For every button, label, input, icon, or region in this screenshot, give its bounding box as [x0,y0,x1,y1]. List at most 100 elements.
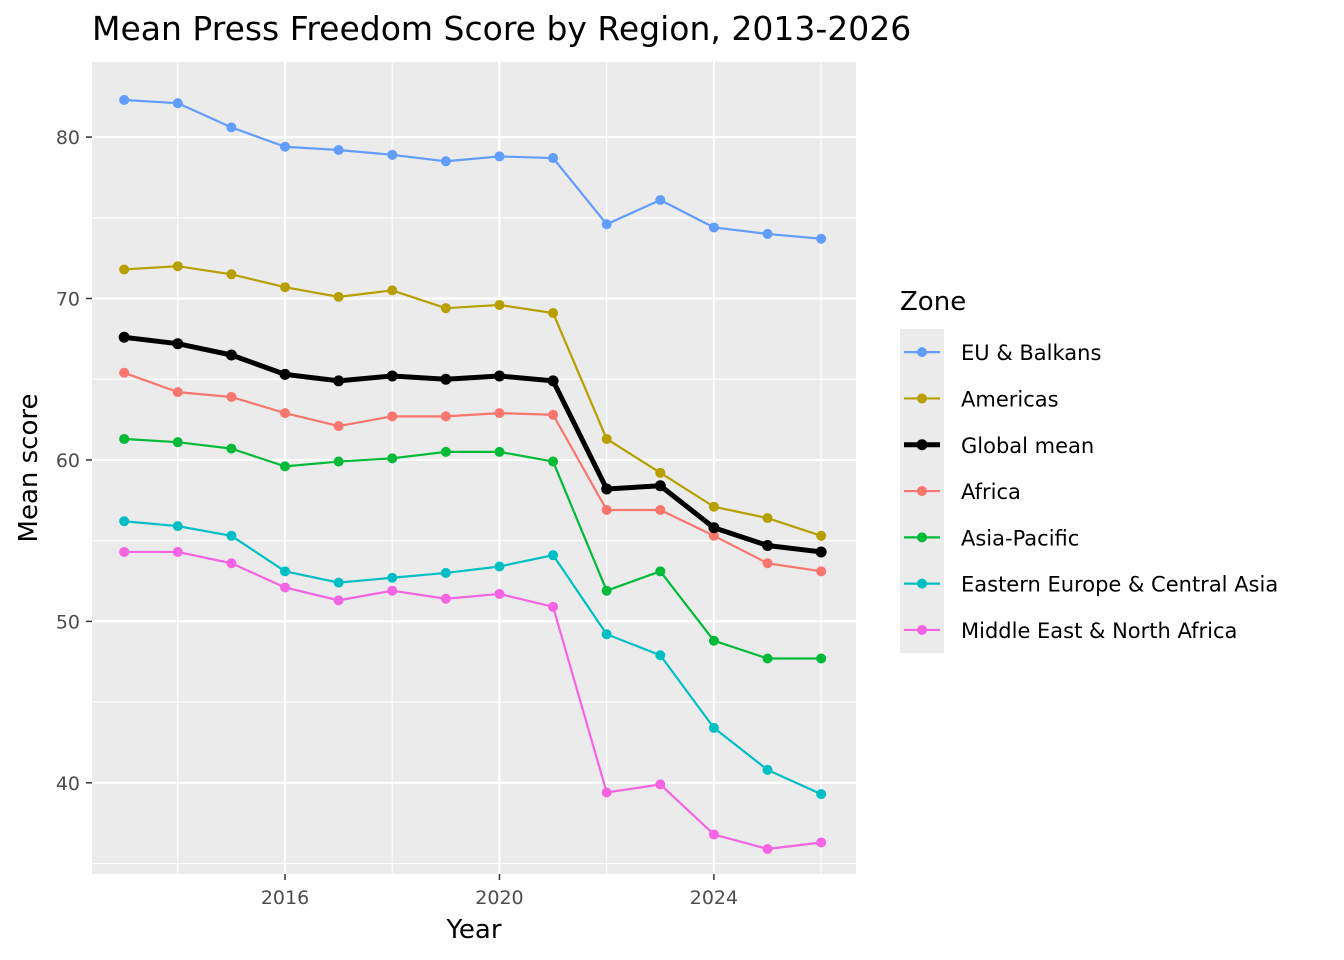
data-point-middle-east-north-africa [226,558,237,569]
data-point-africa [816,566,827,577]
data-point-eastern-europe-central-asia [548,550,559,561]
data-point-africa [387,411,398,422]
data-point-eastern-europe-central-asia [440,567,451,578]
data-point-global-mean [279,368,291,380]
y-tick-label: 50 [56,611,80,633]
data-point-eu-balkans [387,149,398,160]
legend-title: Zone [900,287,966,317]
legend-item-eu-balkans: EU & Balkans [904,341,1101,365]
data-point-americas [816,530,827,541]
y-tick-label: 70 [56,288,80,310]
data-point-global-mean [118,331,130,343]
legend-items: EU & Balkans Americas Global mean Africa Asi… [900,329,1278,654]
data-point-africa [226,391,237,402]
x-tick-label: 2020 [475,887,523,909]
series-eu-balkans [119,94,827,244]
panel-background [92,62,856,874]
data-point-middle-east-north-africa [762,843,773,854]
data-point-africa [280,408,291,419]
data-point-asia-pacific [816,653,827,664]
legend-key-point [917,578,927,589]
data-point-asia-pacific [548,456,559,467]
data-point-americas [172,261,183,272]
data-point-middle-east-north-africa [440,593,451,604]
data-point-eastern-europe-central-asia [280,566,291,577]
data-point-eastern-europe-central-asia [494,561,505,572]
data-point-asia-pacific [708,635,719,646]
data-point-americas [494,299,505,310]
data-point-asia-pacific [655,566,666,577]
data-point-asia-pacific [119,433,130,444]
series-americas [119,261,827,541]
data-point-eu-balkans [816,233,827,244]
data-point-eu-balkans [440,156,451,167]
data-point-global-mean [815,546,827,558]
data-point-eastern-europe-central-asia [816,789,827,800]
data-point-asia-pacific [601,585,612,596]
data-point-eastern-europe-central-asia [333,577,344,588]
data-point-africa [601,504,612,515]
data-point-global-mean [601,483,613,495]
legend-label: Africa [961,480,1021,504]
series-africa [119,367,827,577]
legend-label: Asia-Pacific [961,526,1079,550]
data-point-global-mean [172,338,184,350]
data-point-middle-east-north-africa [655,779,666,790]
data-point-americas [280,282,291,293]
chart-title: Mean Press Freedom Score by Region, 2013… [92,9,911,48]
data-point-asia-pacific [226,443,237,454]
data-point-americas [708,501,719,512]
data-point-americas [655,467,666,478]
x-tick-label: 2024 [690,887,738,909]
data-point-eu-balkans [762,228,773,239]
data-point-africa [440,411,451,422]
data-point-global-mean [547,375,559,387]
data-point-asia-pacific [333,456,344,467]
data-point-global-mean [493,370,505,382]
data-point-global-mean [762,539,774,551]
data-point-middle-east-north-africa [387,585,398,596]
legend-item-americas: Americas [904,387,1059,411]
data-point-asia-pacific [280,461,291,472]
data-point-americas [762,513,773,524]
data-point-asia-pacific [762,653,773,664]
data-point-eu-balkans [119,94,130,105]
data-point-middle-east-north-africa [816,837,827,848]
data-point-eastern-europe-central-asia [226,530,237,541]
legend-label: Americas [961,387,1059,411]
data-point-americas [440,303,451,314]
data-point-americas [226,269,237,280]
data-point-asia-pacific [387,453,398,464]
grid-lines [92,62,856,874]
series-line-eu-balkans [124,98,822,240]
legend-item-middle-east-north-africa: Middle East & North Africa [904,619,1237,643]
data-point-eastern-europe-central-asia [119,516,130,527]
y-axis-title: Mean score [14,394,44,543]
series-line-africa [123,371,822,573]
y-tick-label: 60 [56,450,80,472]
data-point-middle-east-north-africa [119,546,130,557]
legend-key-point [917,624,927,635]
legend-key-point [916,439,928,451]
x-axis-title: Year [445,915,501,945]
data-point-global-mean [654,480,666,492]
data-point-eu-balkans [655,195,666,206]
series-middle-east-north-africa [119,546,827,854]
data-point-americas [601,433,612,444]
series-line-eastern-europe-central-asia [124,520,822,796]
series-eastern-europe-central-asia [119,516,827,800]
legend-item-asia-pacific: Asia-Pacific [904,526,1079,550]
data-point-middle-east-north-africa [172,546,183,557]
legend-key-point [917,347,927,358]
data-point-eastern-europe-central-asia [387,572,398,583]
legend-key-point [917,486,927,497]
data-point-eastern-europe-central-asia [708,722,719,733]
legend-label: Eastern Europe & Central Asia [961,573,1278,597]
data-point-africa [548,409,559,420]
data-point-americas [548,308,559,319]
data-point-eu-balkans [601,219,612,230]
data-point-asia-pacific [494,446,505,457]
data-point-eastern-europe-central-asia [172,521,183,532]
data-point-africa [655,504,666,515]
